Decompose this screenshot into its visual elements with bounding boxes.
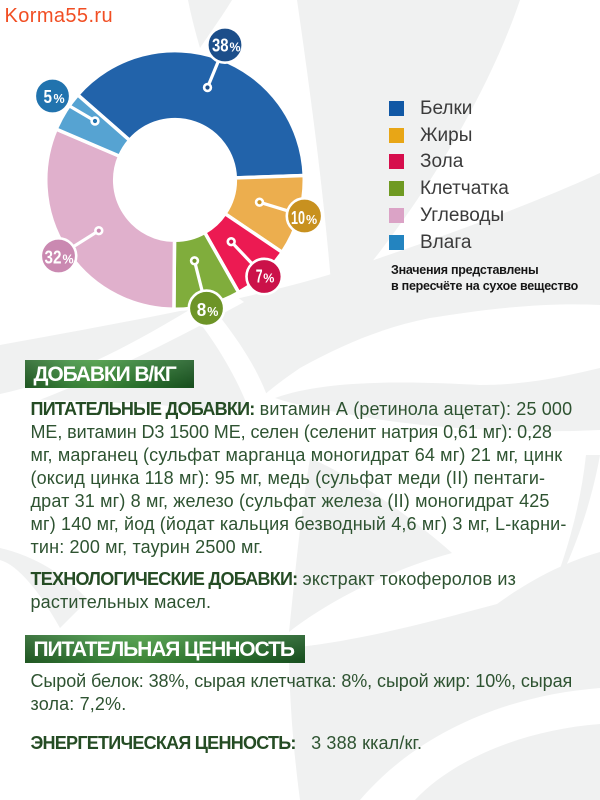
- svg-text:%: %: [54, 92, 65, 106]
- svg-text:8: 8: [197, 300, 207, 320]
- svg-text:32: 32: [45, 248, 62, 268]
- svg-text:7: 7: [256, 266, 263, 286]
- svg-text:%: %: [207, 305, 218, 319]
- svg-text:5: 5: [44, 87, 53, 107]
- svg-text:%: %: [263, 271, 274, 285]
- svg-text:38: 38: [212, 35, 229, 55]
- svg-text:%: %: [306, 213, 317, 227]
- svg-text:10: 10: [291, 208, 305, 228]
- svg-text:%: %: [230, 40, 241, 54]
- svg-text:%: %: [63, 253, 74, 267]
